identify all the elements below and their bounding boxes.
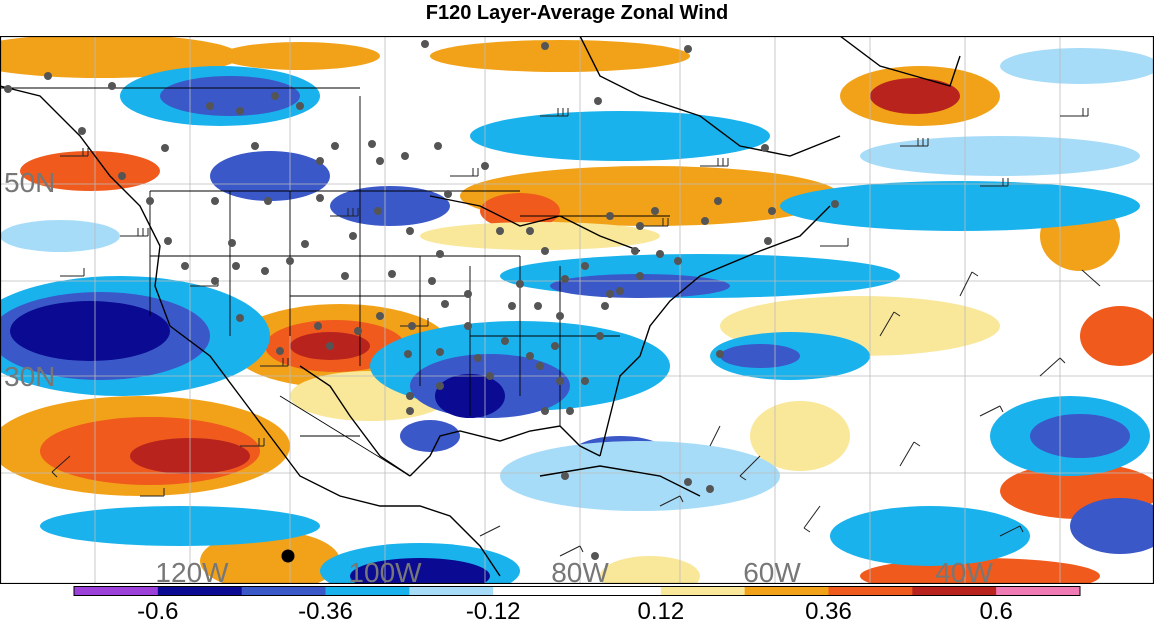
lat-label-30n: 30N — [4, 361, 55, 392]
colorbar-tick-label: -0.36 — [298, 598, 353, 622]
colorbar-cell — [493, 586, 578, 596]
colorbar-frame — [73, 586, 1081, 596]
longitude-labels: 120W 100W 80W 60W 40W — [155, 557, 993, 584]
lat-label-50n: 50N — [4, 167, 55, 198]
lon-label-40w: 40W — [935, 557, 993, 584]
colorbar-cells — [74, 586, 1081, 596]
colorbar-cell — [912, 586, 997, 596]
lon-label-100w: 100W — [348, 557, 422, 584]
colorbar-ticks: -0.6 -0.36 -0.12 0.12 0.36 0.6 — [137, 598, 1013, 622]
chart-title: F120 Layer-Average Zonal Wind — [425, 2, 729, 24]
colorbar-cell — [744, 586, 829, 596]
colorbar-cell — [996, 586, 1081, 596]
colorbar-cell — [828, 586, 913, 596]
coastlines — [0, 36, 961, 577]
lon-label-80w: 80W — [551, 557, 609, 584]
lon-label-60w: 60W — [743, 557, 801, 584]
graticule — [0, 36, 1154, 584]
colorbar-tick-label: -0.6 — [137, 598, 178, 622]
colorbar-cell — [157, 586, 243, 596]
colorbar-cell — [325, 586, 410, 596]
lon-label-120w: 120W — [155, 557, 229, 584]
wind-barbs — [51, 108, 1101, 557]
colorbar-tick-label: 0.36 — [805, 598, 852, 622]
colorbar-cell — [74, 586, 159, 596]
colorbar-cell — [409, 586, 494, 596]
station-dots — [4, 40, 839, 560]
wind-map: 120W 100W 80W 60W 40W 50N 30N — [0, 36, 1154, 584]
colorbar: -0.6 -0.36 -0.12 0.12 0.36 0.6 — [73, 586, 1081, 622]
colorbar-tick-label: -0.12 — [466, 598, 521, 622]
colorbar-tick-label: 0.12 — [637, 598, 684, 622]
colorbar-tick-label: 0.6 — [979, 598, 1012, 622]
latitude-labels: 50N 30N — [4, 167, 55, 392]
colorbar-cell — [241, 586, 326, 596]
colorbar-cell — [660, 586, 746, 596]
marker-dot — [281, 549, 295, 563]
colorbar-cell — [577, 586, 662, 596]
